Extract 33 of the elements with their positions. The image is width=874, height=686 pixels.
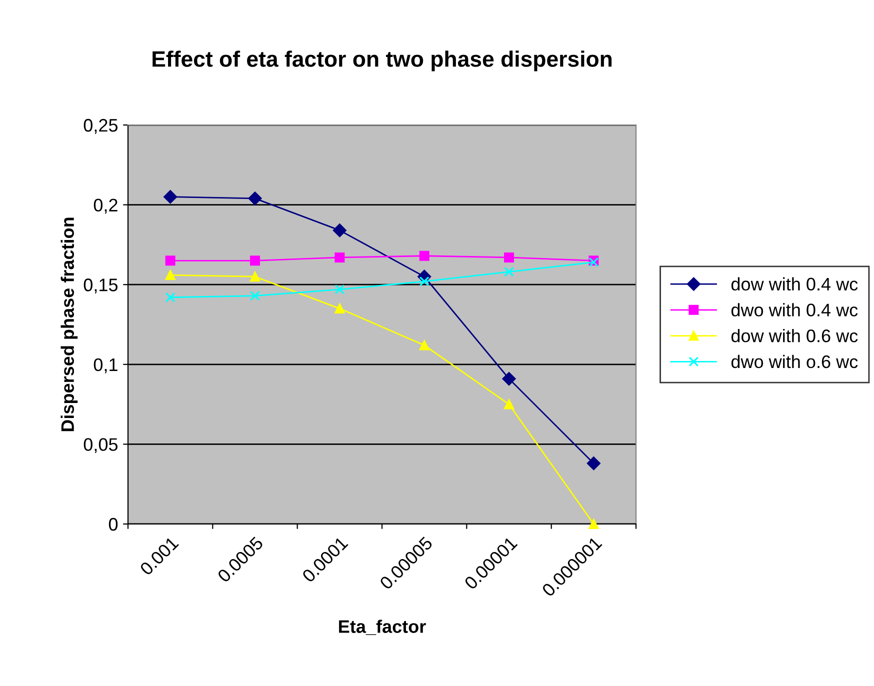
point xyxy=(504,266,514,277)
point xyxy=(334,284,345,294)
chart-title: Effect of eta factor on two phase dispersion xyxy=(152,50,612,72)
legend-label: dwo with 0.4 wc xyxy=(731,303,858,316)
point xyxy=(419,250,430,261)
y-tick-label: 0,15 xyxy=(84,278,118,294)
y-tick-label: 0,1 xyxy=(94,358,118,374)
point xyxy=(504,399,514,410)
y-tick-label: 0,25 xyxy=(84,118,118,134)
point xyxy=(250,290,260,301)
point xyxy=(250,256,260,266)
point xyxy=(165,292,176,302)
y-tick-label: 0,2 xyxy=(94,198,118,214)
legend-label: dow with 0.4 wc xyxy=(731,277,858,291)
legend-label: dow with 0.6 wc xyxy=(731,329,858,342)
legend-label: dwo with o.6 wc xyxy=(731,354,858,368)
point xyxy=(250,272,260,282)
point xyxy=(164,190,178,204)
point xyxy=(332,224,346,238)
point xyxy=(588,519,599,529)
point xyxy=(165,270,176,280)
point xyxy=(419,340,430,350)
point xyxy=(502,372,516,386)
point xyxy=(248,192,262,206)
point xyxy=(504,252,514,262)
point xyxy=(165,256,176,266)
x-axis-title: Eta_factor xyxy=(339,620,426,635)
y-tick-label: 0,05 xyxy=(84,438,118,454)
point xyxy=(334,252,345,262)
point xyxy=(586,456,600,470)
y-axis-title: Dispersed phase fraction xyxy=(60,218,78,432)
y-tick-label: 0 xyxy=(108,518,118,531)
point xyxy=(334,304,345,314)
